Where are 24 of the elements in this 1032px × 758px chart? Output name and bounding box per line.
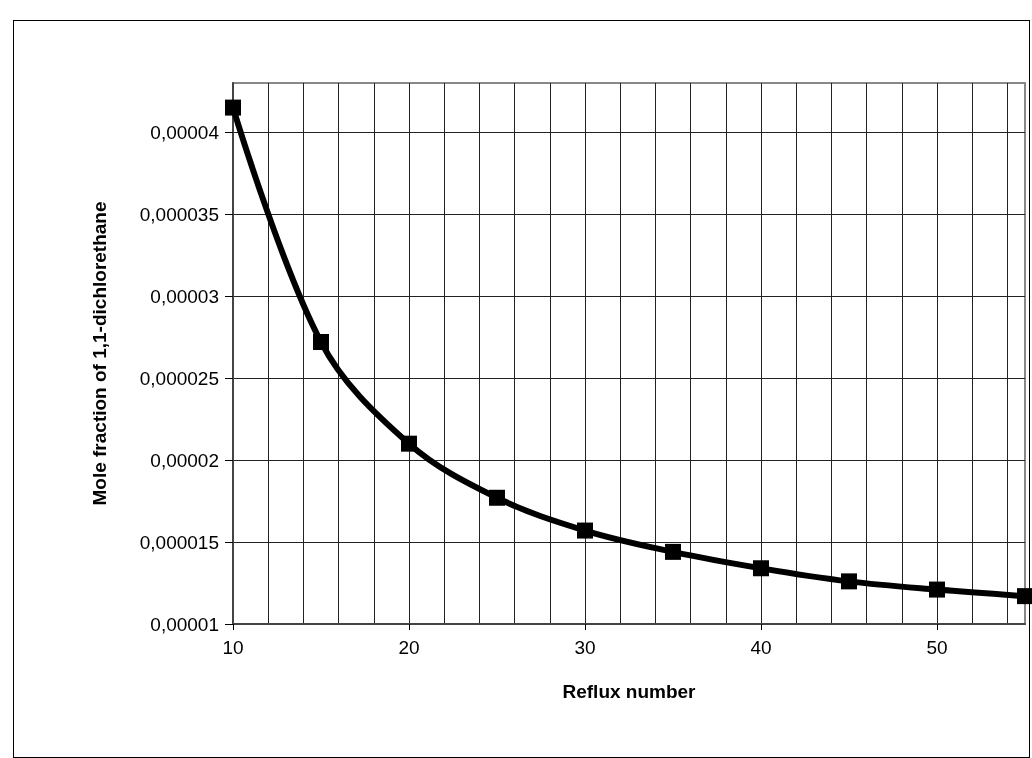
- x-tick-label: 10: [222, 637, 244, 658]
- point: [1017, 588, 1032, 605]
- y-tick-label: 0,00004: [150, 121, 220, 143]
- y-tick-label: 0,000015: [139, 531, 219, 553]
- x-tick-label: 30: [574, 637, 596, 658]
- y-axis-title: Mole fraction of 1,1-dichlorethane: [89, 201, 110, 506]
- y-tick-label: 0,000035: [139, 203, 219, 225]
- x-tick-label: 50: [926, 637, 948, 658]
- y-tick-label: 0,00002: [150, 449, 219, 471]
- x-tick-label: 20: [398, 637, 420, 658]
- y-tick-label: 0,00001: [150, 613, 219, 635]
- y-tick-label: 0,000025: [139, 367, 219, 389]
- point: [665, 543, 681, 560]
- point: [841, 573, 857, 590]
- x-axis-title: Reflux number: [562, 681, 697, 702]
- point: [489, 489, 505, 506]
- point: [401, 435, 417, 452]
- point: [577, 522, 593, 539]
- y-tick-label: 0,00003: [150, 285, 219, 307]
- point: [753, 560, 769, 577]
- point: [929, 581, 945, 598]
- x-tick-label: 40: [750, 637, 772, 658]
- point: [313, 334, 329, 351]
- point: [225, 99, 241, 116]
